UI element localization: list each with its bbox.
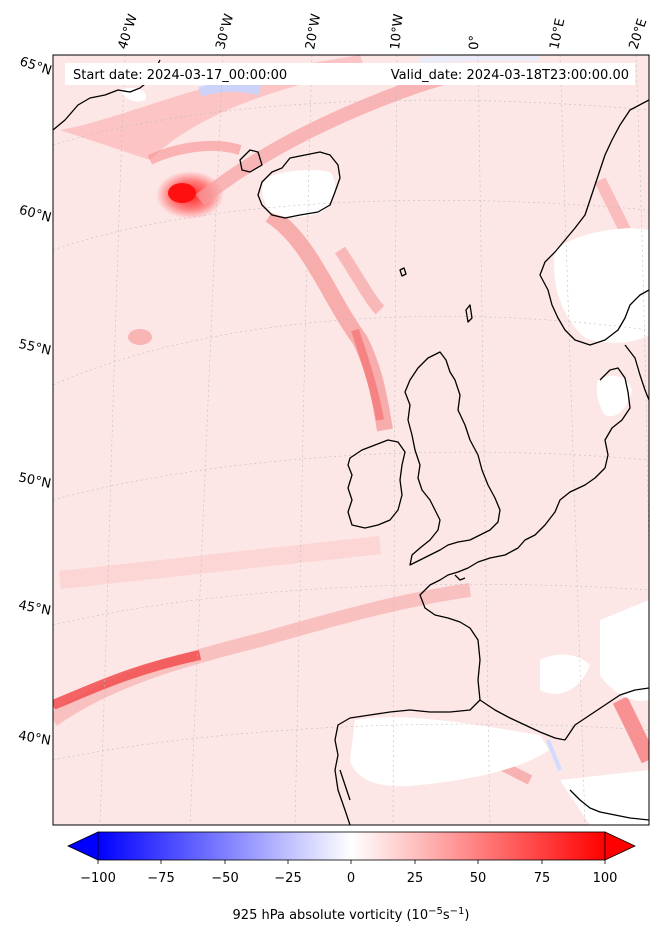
- lat-label-45n: 45°N: [17, 598, 52, 619]
- europe-coast: [334, 467, 606, 825]
- lon-label-0: 0°: [467, 35, 483, 50]
- lat-label-40n: 40°N: [17, 728, 52, 748]
- cb-title-end: ): [464, 908, 469, 923]
- colorbar-min-extend: [67, 831, 99, 861]
- cb-tick-4: 0: [347, 871, 355, 886]
- lon-label-40w: 40°W: [116, 12, 141, 51]
- cb-title-exp2: −1: [450, 906, 465, 917]
- colorbar-ticks: [97, 860, 606, 864]
- cb-tick-2: −50: [211, 871, 238, 886]
- great-britain-coast: [404, 351, 501, 566]
- cb-tick-7: 75: [534, 871, 551, 886]
- cb-tick-6: 50: [470, 871, 487, 886]
- ocean-field: [53, 55, 649, 825]
- lon-label-20e: 20°E: [627, 17, 651, 51]
- start-date-text: Start date: 2024-03-17_00:00:00: [73, 68, 287, 83]
- map-plot-area: [53, 55, 649, 825]
- lat-label-60n: 60°N: [17, 203, 53, 226]
- lon-label-30w: 30°W: [213, 12, 237, 51]
- cb-title-main: 925 hPa absolute vorticity (10: [233, 908, 429, 923]
- colorbar-title: 925 hPa absolute vorticity (10−5s−1): [233, 906, 470, 923]
- colorbar-max-extend: [604, 831, 636, 861]
- map-frame: [52, 54, 650, 826]
- norway-coast: [539, 99, 649, 346]
- longitude-labels: 40°W 30°W 20°W 10°W 0° 10°E 20°E: [116, 12, 651, 51]
- graticule-lines: [53, 55, 649, 825]
- cb-title-mid: s: [443, 908, 450, 923]
- cb-tick-3: −25: [274, 871, 301, 886]
- lat-label-55n: 55°N: [17, 337, 52, 359]
- lon-label-20w: 20°W: [303, 13, 324, 51]
- lat-label-50n: 50°N: [17, 470, 52, 491]
- header-box: [65, 63, 635, 85]
- colorbar: −100 −75 −50 −25 0 25 50 75 100 925 hPa …: [67, 831, 636, 923]
- land-masks: [120, 88, 649, 825]
- lon-label-10w: 10°W: [388, 13, 407, 50]
- cb-tick-8: 100: [593, 871, 618, 886]
- latitude-labels: 65°N 60°N 55°N 50°N 45°N 40°N: [17, 54, 53, 749]
- ireland-coast: [347, 439, 406, 529]
- iceland-coast: [257, 151, 341, 219]
- cb-tick-1: −75: [147, 871, 174, 886]
- lat-label-65n: 65°N: [18, 54, 54, 78]
- lon-label-10e: 10°E: [547, 17, 568, 51]
- coastlines: [53, 59, 649, 825]
- cb-tick-0: −100: [80, 871, 116, 886]
- valid-date-text: Valid_date: 2024-03-18T23:00:00.00: [391, 68, 629, 83]
- colorbar-gradient: [97, 831, 606, 861]
- cb-tick-5: 25: [407, 871, 424, 886]
- cb-title-exp1: −5: [428, 906, 443, 917]
- denmark-coast: [599, 367, 631, 469]
